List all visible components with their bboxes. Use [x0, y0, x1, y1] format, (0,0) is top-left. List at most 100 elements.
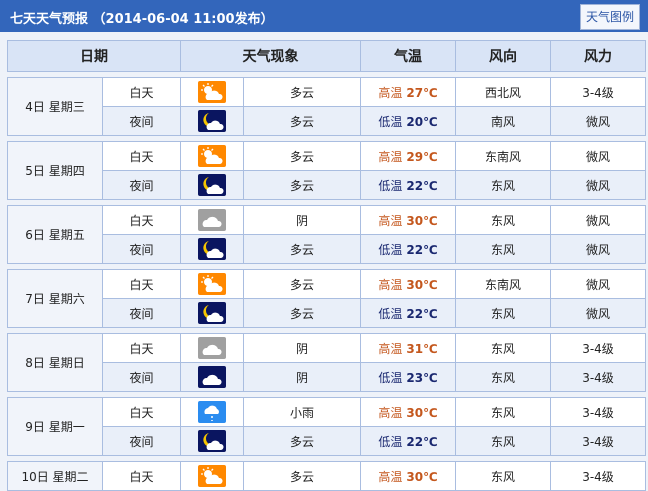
temp-value: 31℃	[406, 341, 438, 356]
table-row: 8日 星期日 白天 阴 高温 31℃ 东风 3-4级	[7, 333, 646, 392]
wind-dir-cell: 东风	[455, 461, 551, 491]
temp-value: 22℃	[406, 178, 438, 193]
weather-cell: 小雨	[243, 397, 361, 427]
wind-force-cell: 3-4级	[550, 362, 646, 392]
temp-value: 30℃	[406, 405, 438, 420]
temp-label: 高温	[378, 405, 403, 420]
period-cell: 白天	[102, 333, 181, 363]
weather-cell: 阴	[243, 362, 361, 392]
temp-label: 低温	[378, 242, 403, 257]
forecast-table: 日期 天气现象 气温 风向 风力 4日 星期三 白天 多云 高温 27℃ 西北风 3…	[7, 40, 646, 491]
temp-label: 高温	[378, 149, 403, 164]
wind-force-cell: 微风	[550, 269, 646, 299]
weather-cell: 阴	[243, 333, 361, 363]
temp-label: 低温	[378, 306, 403, 321]
wind-force-cell: 3-4级	[550, 461, 646, 491]
day-block: 4日 星期三 白天 多云 高温 27℃ 西北风 3-4级 夜间 多云 低温 20℃ 南风…	[7, 77, 646, 136]
partly-cloudy-day-icon	[198, 465, 226, 487]
temp-cell: 高温 30℃	[360, 397, 456, 427]
weather-cell: 多云	[243, 298, 361, 328]
day-block: 8日 星期日 白天 阴 高温 31℃ 东风 3-4级 夜间 阴 低温 23℃ 东风 3-…	[7, 333, 646, 392]
wind-dir-cell: 东南风	[455, 269, 551, 299]
date-cell: 10日 星期二	[7, 461, 103, 491]
page-title: 七天天气预报 （2014-06-04 11:00发布）	[10, 12, 274, 27]
wind-force-cell: 3-4级	[550, 77, 646, 107]
temp-value: 23℃	[406, 370, 438, 385]
icon-cell	[180, 106, 244, 136]
wind-dir-cell: 东风	[455, 333, 551, 363]
temp-label: 低温	[378, 434, 403, 449]
temp-cell: 高温 30℃	[360, 461, 456, 491]
overcast-day-icon	[198, 337, 226, 359]
date-cell: 4日 星期三	[7, 77, 103, 136]
table-row: 4日 星期三 白天 多云 高温 27℃ 西北风 3-4级	[7, 77, 646, 136]
date-cell: 6日 星期五	[7, 205, 103, 264]
weather-cell: 多云	[243, 426, 361, 456]
period-cell: 白天	[102, 141, 181, 171]
wind-force-cell: 微风	[550, 106, 646, 136]
table-row: 7日 星期六 白天 多云 高温 30℃ 东南风 微风	[7, 269, 646, 328]
table-row: 9日 星期一 白天 小雨 高温 30℃ 东风 3-4级	[7, 397, 646, 456]
day-block: 7日 星期六 白天 多云 高温 30℃ 东南风 微风 夜间 多云 低温 22℃ 东风 微…	[7, 269, 646, 328]
header-bar: 七天天气预报 （2014-06-04 11:00发布） 天气图例	[0, 0, 648, 32]
overcast-day-icon	[198, 209, 226, 231]
icon-cell	[180, 77, 244, 107]
date-cell: 8日 星期日	[7, 333, 103, 392]
wind-force-cell: 微风	[550, 298, 646, 328]
temp-cell: 低温 20℃	[360, 106, 456, 136]
icon-cell	[180, 426, 244, 456]
period-cell: 白天	[102, 397, 181, 427]
period-cell: 白天	[102, 205, 181, 235]
weather-cell: 多云	[243, 141, 361, 171]
partly-cloudy-day-icon	[198, 81, 226, 103]
temp-cell: 低温 22℃	[360, 426, 456, 456]
temp-value: 22℃	[406, 242, 438, 257]
table-row: 夜间 阴 低温 23℃ 东风 3-4级	[8, 362, 646, 392]
table-row: 夜间 多云 低温 22℃ 东风 微风	[8, 298, 646, 328]
wind-force-cell: 微风	[550, 205, 646, 235]
icon-cell	[180, 333, 244, 363]
temp-cell: 高温 27℃	[360, 77, 456, 107]
period-cell: 夜间	[102, 106, 181, 136]
wind-dir-cell: 西北风	[455, 77, 551, 107]
day-block: 5日 星期四 白天 多云 高温 29℃ 东南风 微风 夜间 多云 低温 22℃ 东风 微…	[7, 141, 646, 200]
icon-cell	[180, 397, 244, 427]
temp-label: 低温	[378, 178, 403, 193]
icon-cell	[180, 234, 244, 264]
temp-label: 低温	[378, 370, 403, 385]
partly-cloudy-night-icon	[198, 430, 226, 452]
temp-label: 低温	[378, 114, 403, 129]
temp-label: 高温	[378, 277, 403, 292]
temp-value: 30℃	[406, 277, 438, 292]
weather-legend-button[interactable]: 天气图例	[580, 4, 640, 30]
partly-cloudy-night-icon	[198, 238, 226, 260]
period-cell: 夜间	[102, 298, 181, 328]
temp-value: 30℃	[406, 213, 438, 228]
period-cell: 夜间	[102, 362, 181, 392]
icon-cell	[180, 141, 244, 171]
temp-label: 高温	[378, 341, 403, 356]
wind-dir-cell: 东风	[455, 205, 551, 235]
table-row: 10日 星期二 白天 多云 高温 30℃ 东风 3-4级	[7, 461, 646, 491]
wind-dir-cell: 南风	[455, 106, 551, 136]
day-block: 10日 星期二 白天 多云 高温 30℃ 东风 3-4级	[7, 461, 646, 491]
temp-cell: 低温 22℃	[360, 234, 456, 264]
column-header-temp: 气温	[360, 40, 456, 72]
column-header-wind-force: 风力	[550, 40, 646, 72]
wind-force-cell: 微风	[550, 170, 646, 200]
wind-force-cell: 微风	[550, 141, 646, 171]
date-cell: 7日 星期六	[7, 269, 103, 328]
date-cell: 5日 星期四	[7, 141, 103, 200]
period-cell: 白天	[102, 77, 181, 107]
wind-dir-cell: 东风	[455, 426, 551, 456]
icon-cell	[180, 461, 244, 491]
column-header-weather: 天气现象	[180, 40, 361, 72]
partly-cloudy-night-icon	[198, 174, 226, 196]
period-cell: 白天	[102, 461, 181, 491]
wind-force-cell: 3-4级	[550, 426, 646, 456]
partly-cloudy-night-icon	[198, 110, 226, 132]
temp-cell: 高温 30℃	[360, 205, 456, 235]
temp-cell: 高温 31℃	[360, 333, 456, 363]
day-block: 6日 星期五 白天 阴 高温 30℃ 东风 微风 夜间 多云 低温 22℃ 东风 微风	[7, 205, 646, 264]
wind-dir-cell: 东南风	[455, 141, 551, 171]
